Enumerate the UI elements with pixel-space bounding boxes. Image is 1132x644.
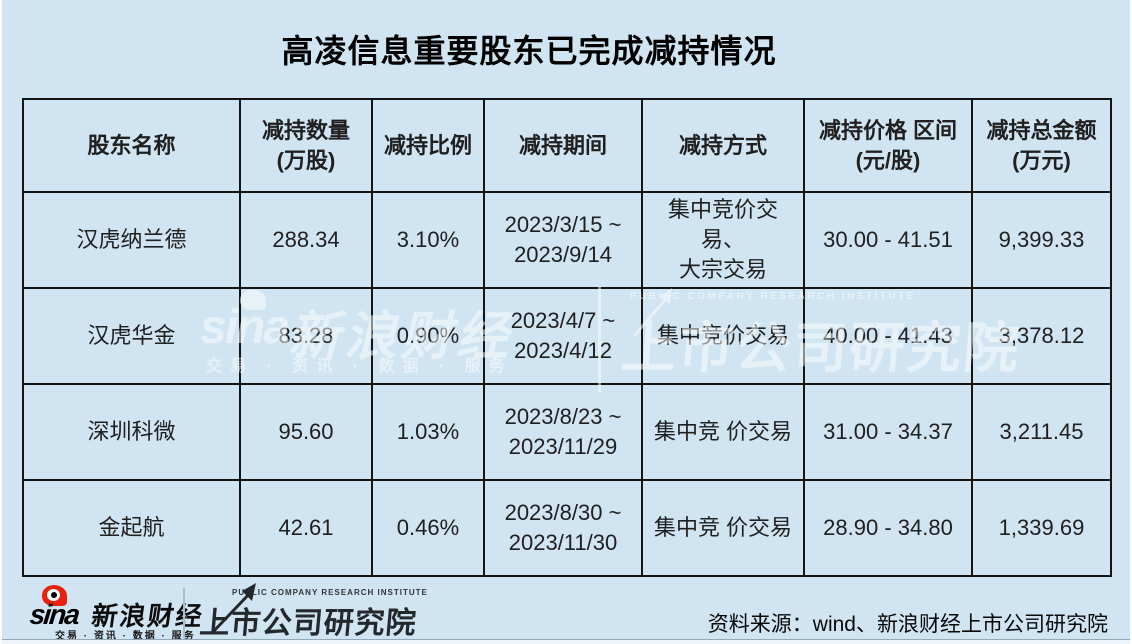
bottom-edge [0, 639, 1132, 644]
table-row: 金起航 42.61 0.46% 2023/8/30 ~ 2023/11/30 集… [22, 479, 1112, 577]
table-cell: 集中竞 价交易 [641, 479, 805, 577]
table-cell: 0.90% [371, 287, 485, 385]
table-cell: 1.03% [371, 383, 485, 481]
data-source-note: 资料来源：wind、新浪财经上市公司研究院 [707, 613, 1108, 636]
table-cell: 1,339.69 [971, 479, 1112, 577]
table-header-row: 股东名称 减持数量 (万股) 减持比例 减持期间 减持方式 减持价格 区间 (元… [22, 98, 1112, 193]
table-cell: 40.00 - 41.43 [803, 287, 973, 385]
table-cell: 集中竞 价交易 [641, 383, 805, 481]
table-cell: 42.61 [239, 479, 373, 577]
header-cell: 股东名称 [22, 98, 241, 193]
header-cell: 减持期间 [483, 98, 643, 193]
header-cell: 减持总金额 (万元) [971, 98, 1112, 193]
table-row: 深圳科微 95.60 1.03% 2023/8/23 ~ 2023/11/29 … [22, 383, 1112, 481]
table-row: 汉虎纳兰德 288.34 3.10% 2023/3/15 ~ 2023/9/14… [22, 191, 1112, 289]
table-cell: 汉虎华金 [22, 287, 241, 385]
table-cell: 2023/3/15 ~ 2023/9/14 [483, 191, 643, 289]
table-cell: 30.00 - 41.51 [803, 191, 973, 289]
table-cell: 2023/8/23 ~ 2023/11/29 [483, 383, 643, 481]
table-row: 汉虎华金 83.28 0.90% 2023/4/7 ~ 2023/4/12 集中… [22, 287, 1112, 385]
table-cell: 83.28 [239, 287, 373, 385]
header-cell: 减持数量 (万股) [239, 98, 373, 193]
table-cell: 0.46% [371, 479, 485, 577]
header-cell: 减持方式 [641, 98, 805, 193]
table-cell: 汉虎纳兰德 [22, 191, 241, 289]
sina-flame-icon [42, 585, 67, 606]
table-cell: 2023/4/7 ~ 2023/4/12 [483, 287, 643, 385]
page-title: 高凌信息重要股东已完成减持情况 [281, 33, 777, 69]
arrow-icon [210, 583, 256, 635]
table-cell: 集中竞价交易 [641, 287, 805, 385]
holders-reduction-table: 股东名称 减持数量 (万股) 减持比例 减持期间 减持方式 减持价格 区间 (元… [22, 98, 1112, 577]
table-cell: 28.90 - 34.80 [803, 479, 973, 577]
sina-tagline: 交易 · 资讯 · 数据 · 服务 [55, 631, 196, 642]
footer-divider [183, 588, 185, 638]
table-cell: 3,378.12 [971, 287, 1112, 385]
institute-english-label: PUBLIC COMPANY RESEARCH INSTITUTE [232, 588, 428, 597]
table-cell: 3,211.45 [971, 383, 1112, 481]
header-cell: 减持比例 [371, 98, 485, 193]
table-cell: 9,399.33 [971, 191, 1112, 289]
left-edge [0, 0, 2, 644]
table-cell: 2023/8/30 ~ 2023/11/30 [483, 479, 643, 577]
table-cell: 金起航 [22, 479, 241, 577]
right-edge [1130, 0, 1132, 644]
table-cell: 集中竞价交易、 大宗交易 [641, 191, 805, 289]
table-cell: 31.00 - 34.37 [803, 383, 973, 481]
header-cell: 减持价格 区间 (元/股) [803, 98, 973, 193]
table-cell: 95.60 [239, 383, 373, 481]
table-cell: 深圳科微 [22, 383, 241, 481]
table-cell: 288.34 [239, 191, 373, 289]
table-cell: 3.10% [371, 191, 485, 289]
